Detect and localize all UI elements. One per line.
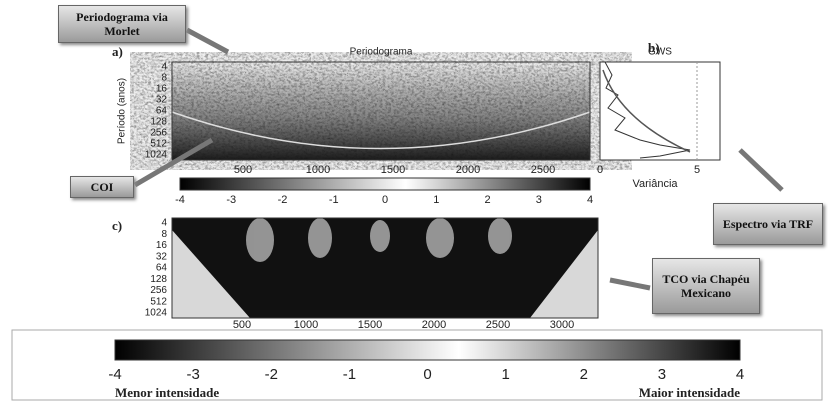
x-tick-label: 500 <box>234 164 252 176</box>
x-tick-label: 1500 <box>358 319 382 331</box>
y-tick-label: 64 <box>156 263 168 274</box>
axis-label: Período (anos) <box>117 78 128 144</box>
y-tick-label: 32 <box>156 95 168 106</box>
colorbar <box>115 340 740 360</box>
low-label: Menor intensidade <box>115 385 219 401</box>
axis-label: Variância <box>632 178 678 190</box>
panel-title: Periodograma <box>350 47 413 58</box>
x-tick-label: 2000 <box>456 164 480 176</box>
colorbar-tick-label: 3 <box>536 194 542 206</box>
x-tick-label: 1000 <box>294 319 318 331</box>
colorbar-tick-label: -2 <box>278 194 288 206</box>
y-tick-label: 4 <box>161 62 167 73</box>
y-tick-label: 16 <box>156 84 168 95</box>
callout-coi: COI <box>70 176 134 198</box>
colorbar-tick-label: 2 <box>484 194 490 206</box>
colorbar-tick-label: -3 <box>226 194 236 206</box>
colorbar-a <box>180 178 590 190</box>
x-tick-label: 1000 <box>306 164 330 176</box>
x-tick-label: 500 <box>233 319 251 331</box>
y-tick-label: 16 <box>156 240 168 251</box>
colorbar-tick-label: -4 <box>175 194 185 206</box>
colorbar-tick-label: 0 <box>382 194 388 206</box>
colorbar-tick-label: -2 <box>265 366 278 383</box>
colorbar-tick-label: 0 <box>423 366 431 383</box>
colorbar-tick-label: 4 <box>736 366 744 383</box>
callout-morlet: Periodograma via Morlet <box>58 5 186 43</box>
y-tick-label: 8 <box>161 73 167 84</box>
y-tick-label: 256 <box>150 128 167 139</box>
high-label: Maior intensidade <box>600 385 740 401</box>
colorbar-tick-label: 4 <box>587 194 593 206</box>
x-tick-label: 3000 <box>550 319 574 331</box>
colorbar-tick-label: -4 <box>108 366 121 383</box>
panel-label: b) <box>648 40 660 56</box>
panel-label: a) <box>112 44 123 60</box>
x-tick-label: 2500 <box>531 164 555 176</box>
x-tick-label: 5 <box>694 164 700 176</box>
y-tick-label: 512 <box>150 296 167 307</box>
x-tick-label: 2000 <box>422 319 446 331</box>
graphics: PeriodogramaGWSPeríodo (anos)Variância48… <box>0 0 828 403</box>
figure: PeriodogramaGWSPeríodo (anos)Variância48… <box>0 0 828 403</box>
x-tick-label: 1500 <box>381 164 405 176</box>
x-tick-label: 2500 <box>486 319 510 331</box>
colorbar-tick-label: 1 <box>501 366 509 383</box>
y-tick-label: 32 <box>156 251 168 262</box>
y-tick-label: 64 <box>156 106 168 117</box>
colorbar-tick-label: -1 <box>343 366 356 383</box>
y-tick-label: 4 <box>161 218 167 229</box>
y-tick-label: 128 <box>150 274 167 285</box>
colorbar-tick-label: 3 <box>658 366 666 383</box>
y-tick-label: 128 <box>150 117 167 128</box>
x-tick-label: 0 <box>597 164 603 176</box>
colorbar-tick-label: 2 <box>580 366 588 383</box>
y-tick-label: 1024 <box>145 150 168 161</box>
y-tick-label: 512 <box>150 139 167 150</box>
y-tick-label: 1024 <box>145 308 168 319</box>
colorbar-tick-label: -1 <box>329 194 339 206</box>
panel-label: c) <box>112 218 122 234</box>
y-tick-label: 256 <box>150 285 167 296</box>
y-tick-label: 8 <box>161 229 167 240</box>
callout-fft: Espectro via TRF <box>713 203 823 245</box>
colorbar-tick-label: -3 <box>186 366 199 383</box>
colorbar-tick-label: 1 <box>433 194 439 206</box>
callout-mexican-hat: TCO via Chapéu Mexicano <box>652 258 760 314</box>
scalogram-a-shade <box>172 62 590 160</box>
